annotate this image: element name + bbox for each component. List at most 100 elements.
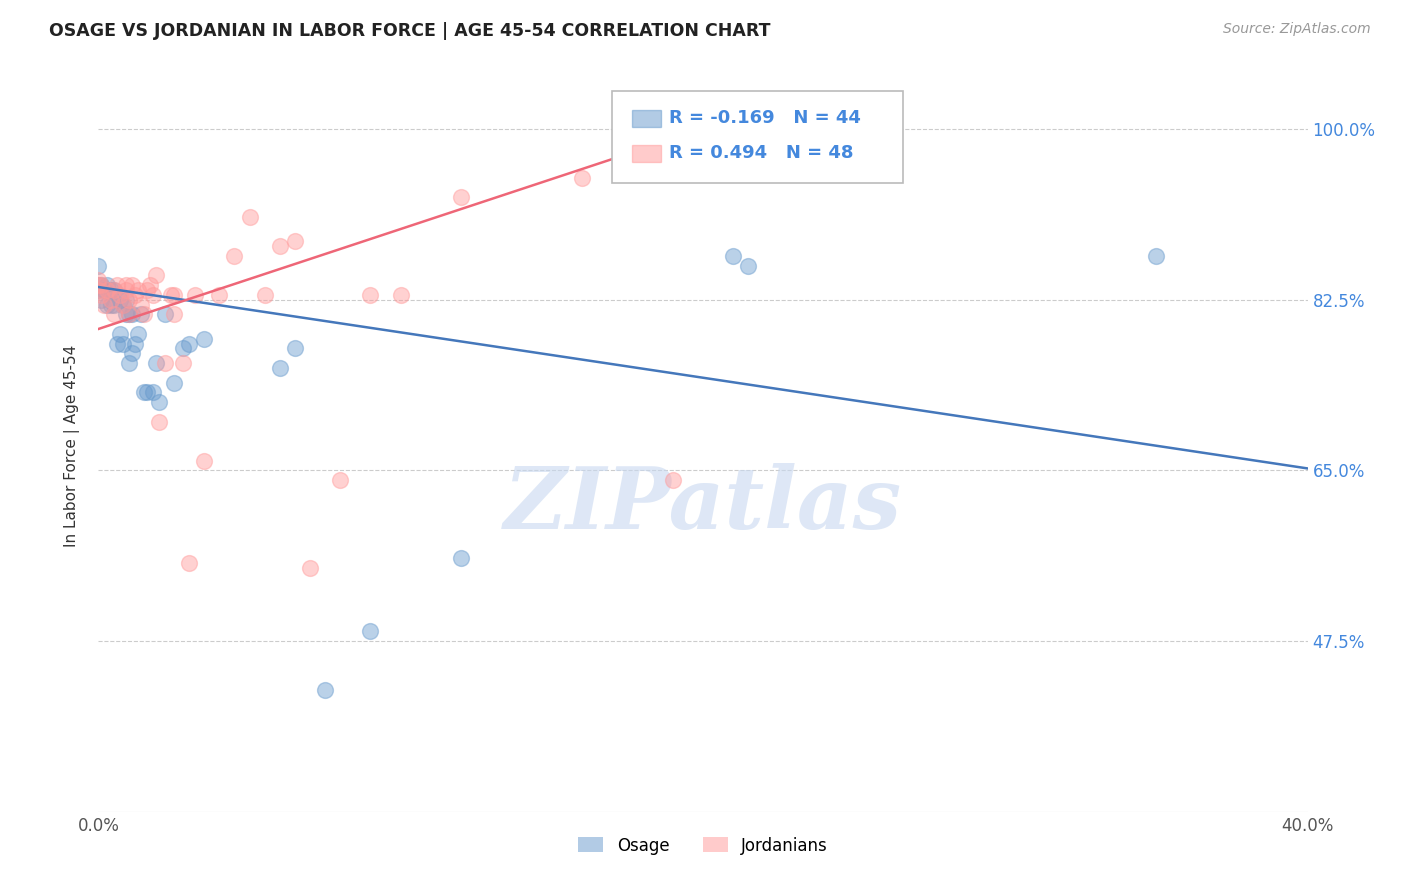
Point: [142, 385, 165, 400]
Point: [121, 307, 143, 321]
Point: [284, 234, 307, 248]
Point: [87, 283, 110, 297]
Point: [93, 297, 115, 311]
Point: [87, 278, 110, 293]
Point: [93, 283, 115, 297]
Point: [172, 342, 194, 356]
Point: [163, 288, 186, 302]
Point: [132, 385, 155, 400]
Point: [193, 453, 215, 467]
Point: [389, 288, 412, 302]
Point: [103, 297, 125, 311]
Point: [87, 259, 110, 273]
Point: [160, 288, 183, 302]
Point: [314, 682, 336, 697]
FancyBboxPatch shape: [631, 145, 661, 162]
Point: [450, 551, 472, 566]
Point: [132, 307, 155, 321]
Y-axis label: In Labor Force | Age 45-54: In Labor Force | Age 45-54: [63, 345, 80, 547]
Point: [142, 288, 165, 302]
Point: [148, 415, 170, 429]
Point: [208, 288, 231, 302]
FancyBboxPatch shape: [631, 110, 661, 127]
Point: [108, 288, 131, 302]
Point: [145, 268, 167, 283]
Point: [90, 278, 112, 293]
Point: [124, 336, 146, 351]
Point: [179, 336, 201, 351]
Text: Source: ZipAtlas.com: Source: ZipAtlas.com: [1223, 22, 1371, 37]
Point: [139, 278, 162, 293]
Point: [96, 283, 118, 297]
Point: [114, 283, 136, 297]
Point: [153, 307, 176, 321]
Point: [111, 297, 134, 311]
Point: [661, 473, 683, 487]
Point: [224, 249, 246, 263]
Point: [114, 293, 136, 307]
Point: [114, 307, 136, 321]
Point: [127, 283, 149, 297]
Text: R = -0.169   N = 44: R = -0.169 N = 44: [669, 110, 860, 128]
Point: [737, 259, 759, 273]
Point: [100, 293, 122, 307]
Point: [96, 278, 118, 293]
Point: [571, 170, 593, 185]
Point: [127, 326, 149, 341]
Point: [118, 356, 141, 370]
Point: [90, 278, 112, 293]
Point: [163, 376, 186, 390]
Point: [87, 273, 110, 287]
Point: [723, 249, 745, 263]
Point: [87, 283, 110, 297]
Point: [100, 297, 122, 311]
Point: [360, 624, 382, 639]
Text: ZIPatlas: ZIPatlas: [503, 463, 903, 546]
Text: R = 0.494   N = 48: R = 0.494 N = 48: [669, 145, 853, 162]
Point: [111, 336, 134, 351]
Point: [269, 239, 291, 253]
Point: [450, 190, 472, 204]
Point: [163, 307, 186, 321]
Point: [96, 297, 118, 311]
Point: [329, 473, 352, 487]
Point: [111, 297, 134, 311]
Point: [153, 356, 176, 370]
Point: [129, 307, 152, 321]
Point: [103, 307, 125, 321]
Point: [239, 210, 262, 224]
Point: [90, 288, 112, 302]
Point: [135, 283, 157, 297]
Point: [172, 356, 194, 370]
Point: [90, 293, 112, 307]
Point: [135, 385, 157, 400]
Point: [118, 293, 141, 307]
Point: [1144, 249, 1167, 263]
Point: [114, 278, 136, 293]
Point: [87, 278, 110, 293]
Point: [121, 346, 143, 360]
Point: [360, 288, 382, 302]
Point: [269, 361, 291, 376]
Point: [129, 297, 152, 311]
Point: [105, 336, 128, 351]
Point: [179, 556, 201, 570]
Point: [100, 283, 122, 297]
Point: [253, 288, 276, 302]
Point: [299, 561, 322, 575]
Point: [184, 288, 207, 302]
Point: [118, 307, 141, 321]
Point: [108, 326, 131, 341]
Point: [193, 332, 215, 346]
Text: OSAGE VS JORDANIAN IN LABOR FORCE | AGE 45-54 CORRELATION CHART: OSAGE VS JORDANIAN IN LABOR FORCE | AGE …: [49, 22, 770, 40]
Point: [124, 288, 146, 302]
Point: [108, 293, 131, 307]
Legend: Osage, Jordanians: Osage, Jordanians: [578, 837, 828, 855]
Point: [284, 342, 307, 356]
FancyBboxPatch shape: [613, 91, 903, 183]
Point: [105, 278, 128, 293]
Point: [103, 283, 125, 297]
Point: [145, 356, 167, 370]
Point: [118, 307, 141, 321]
Point: [121, 278, 143, 293]
